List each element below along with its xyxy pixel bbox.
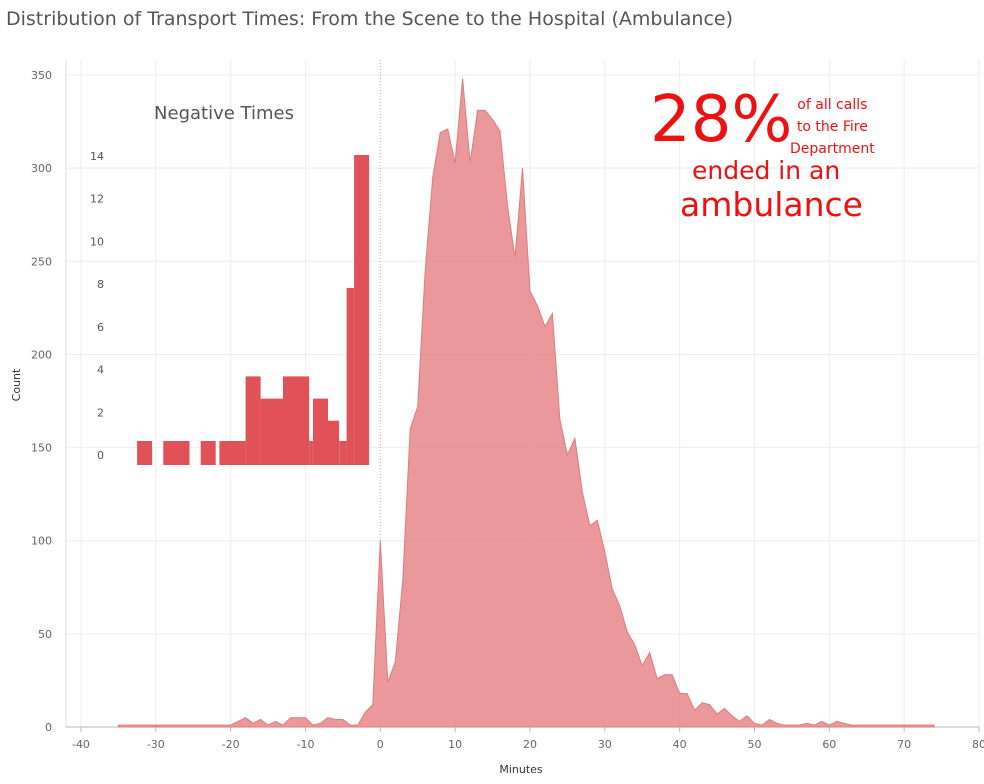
inset-bar <box>309 441 313 465</box>
inset-bar <box>137 441 153 465</box>
inset-bar <box>163 441 190 465</box>
inset-bar <box>327 420 340 465</box>
x-tick-label: -10 <box>296 738 314 751</box>
y-tick-label: 250 <box>31 255 52 268</box>
inset-bar <box>354 155 370 465</box>
y-axis-label: Count <box>10 368 23 401</box>
inset-bar <box>260 398 284 465</box>
inset-y-tick-label: 0 <box>97 449 104 462</box>
inset-bar <box>245 376 261 465</box>
area-series-transport-times <box>117 78 935 728</box>
x-tick-label: 0 <box>377 738 384 751</box>
x-tick-label: -30 <box>147 738 165 751</box>
annotation-percent: 28% <box>650 83 793 157</box>
annotation-calls-text: of all calls to the Fire Department <box>790 94 875 160</box>
inset-bar <box>283 376 310 465</box>
inset-y-tick-label: 10 <box>90 235 104 248</box>
inset-y-tick-label: 14 <box>90 150 104 163</box>
x-tick-label: -20 <box>222 738 240 751</box>
inset-chart: Negative Times 0 2 4 6 8 10 12 14 <box>90 103 370 465</box>
inset-y-tick-label: 4 <box>97 364 104 377</box>
annotation-line-3: Department <box>790 141 875 157</box>
annotation-line-1: of all calls <box>797 97 868 113</box>
y-tick-label: 300 <box>31 162 52 175</box>
inset-bar <box>313 398 328 465</box>
x-axis-label: Minutes <box>499 763 543 776</box>
inset-y-tick-label: 12 <box>90 193 104 206</box>
y-tick-label: 50 <box>38 628 52 641</box>
y-tick-label: 200 <box>31 348 52 361</box>
area-layer <box>117 78 935 728</box>
inset-y-tick-label: 6 <box>97 321 104 334</box>
x-tick-label: 20 <box>523 738 537 751</box>
x-tick-label: 10 <box>448 738 462 751</box>
annotation-ended-text: ended in an <box>692 156 841 185</box>
x-tick-label: 70 <box>897 738 911 751</box>
inset-bar <box>200 441 216 465</box>
x-tick-label: 60 <box>822 738 836 751</box>
x-tick-label: 30 <box>598 738 612 751</box>
x-tick-label: 50 <box>747 738 761 751</box>
y-tick-label: 150 <box>31 442 52 455</box>
inset-bar <box>346 287 355 465</box>
annotation-ambulance-text: ambulance <box>680 185 863 224</box>
inset-bar <box>219 441 246 465</box>
x-tick-label: -40 <box>72 738 90 751</box>
chart-title: Distribution of Transport Times: From th… <box>6 8 734 30</box>
annotation-line-2: to the Fire <box>796 119 868 135</box>
y-tick-label: 0 <box>45 721 52 734</box>
y-tick-label: 350 <box>31 69 52 82</box>
x-tick-label: 80 <box>972 738 984 751</box>
inset-bar <box>339 441 347 465</box>
inset-y-tick-label: 8 <box>97 278 104 291</box>
y-tick-label: 100 <box>31 535 52 548</box>
inset-title: Negative Times <box>154 103 294 124</box>
x-tick-label: 40 <box>673 738 687 751</box>
inset-y-tick-label: 2 <box>97 406 104 419</box>
